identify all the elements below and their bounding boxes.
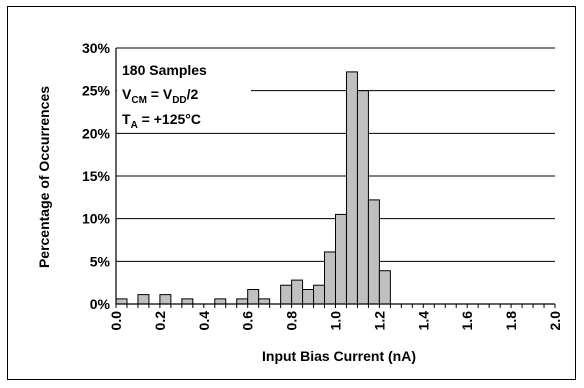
x-tick-label: 0.2 [152, 311, 168, 331]
x-tick-label: 1.2 [371, 311, 387, 331]
y-tick-label: 15% [82, 168, 111, 184]
histogram-bar [247, 288, 260, 305]
x-tick-label: 1.0 [328, 311, 344, 331]
x-tick-label: 0.4 [196, 311, 212, 331]
y-tick-label: 20% [82, 125, 111, 141]
x-axis-label: Input Bias Current (nA) [262, 348, 416, 364]
histogram-bar [280, 284, 293, 305]
annotation-ta: TA = +125°C [122, 111, 201, 131]
y-tick-label: 10% [82, 211, 111, 227]
histogram-bar [159, 294, 172, 305]
x-tick-labels: 0.0 0.2 0.4 0.6 0.8 1.0 1.2 1.4 1.6 1.8 2.0 [108, 311, 563, 331]
y-tick-label: 30% [82, 40, 111, 56]
annotation-backdrop [117, 55, 251, 132]
histogram-bar [356, 90, 369, 305]
x-tick-label: 1.8 [503, 311, 519, 331]
histogram-bar [378, 270, 391, 305]
y-tick-label: 5% [90, 253, 111, 269]
histogram-bar [324, 251, 336, 305]
histogram-bar [335, 213, 347, 305]
axes [115, 48, 556, 308]
histogram-bar [313, 284, 326, 305]
x-tick-label: 1.6 [459, 311, 475, 331]
histogram-chart: 0% 5% 10% 15% 20% 25% 30% 0.0 0.2 0.4 0.6 0.8 1.0 1.… [36, 40, 563, 364]
y-tick-labels: 0% 5% 10% 15% 20% 25% 30% [82, 40, 111, 312]
x-tick-label: 1.4 [415, 311, 431, 331]
histogram-bar [214, 298, 227, 305]
histogram-bar [137, 294, 150, 305]
histogram-bar [291, 279, 304, 305]
histogram-bar [345, 71, 358, 305]
histogram-bar [367, 199, 380, 305]
x-tick-label: 2.0 [547, 311, 563, 331]
annotation-samples: 180 Samples [122, 62, 207, 78]
annotation-vcm: VCM = VDD/2 [122, 86, 199, 106]
histogram-bar [302, 288, 315, 305]
x-tick-label: 0.6 [240, 311, 256, 331]
y-axis-label: Percentage of Occurrences [36, 86, 52, 268]
x-tick-label: 0.0 [108, 311, 124, 331]
histogram-bar [236, 298, 249, 305]
histogram-bar [258, 298, 271, 305]
y-tick-label: 25% [82, 83, 111, 99]
x-tick-label: 0.8 [284, 311, 300, 331]
histogram-bar [115, 298, 128, 305]
y-tick-label: 0% [90, 296, 111, 312]
histogram-bar [181, 298, 194, 305]
chart-frame: 0% 5% 10% 15% 20% 25% 30% 0.0 0.2 0.4 0.6 0.8 1.0 1.… [7, 6, 576, 380]
